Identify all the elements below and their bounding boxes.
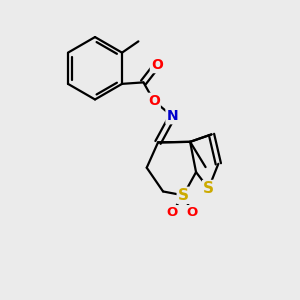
- Text: N: N: [167, 109, 178, 123]
- Text: O: O: [148, 94, 160, 108]
- Text: O: O: [166, 206, 178, 219]
- Text: O: O: [187, 206, 198, 219]
- Text: S: S: [178, 188, 189, 203]
- Text: S: S: [203, 181, 214, 196]
- Text: O: O: [151, 58, 163, 72]
